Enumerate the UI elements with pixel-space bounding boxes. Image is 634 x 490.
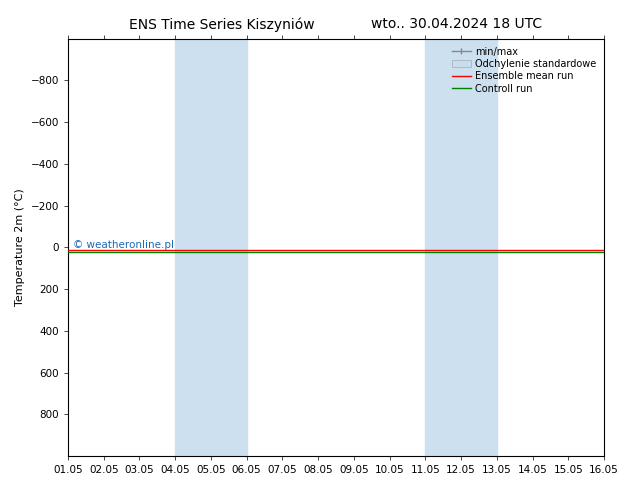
Bar	[425, 39, 497, 456]
Text: © weatheronline.pl: © weatheronline.pl	[74, 240, 174, 250]
Text: wto.. 30.04.2024 18 UTC: wto.. 30.04.2024 18 UTC	[371, 17, 542, 31]
Legend: min/max, Odchylenie standardowe, Ensemble mean run, Controll run: min/max, Odchylenie standardowe, Ensembl…	[449, 44, 599, 97]
Bar	[175, 39, 247, 456]
Y-axis label: Temperature 2m (°C): Temperature 2m (°C)	[15, 189, 25, 306]
Text: ENS Time Series Kiszyniów: ENS Time Series Kiszyniów	[129, 17, 314, 32]
